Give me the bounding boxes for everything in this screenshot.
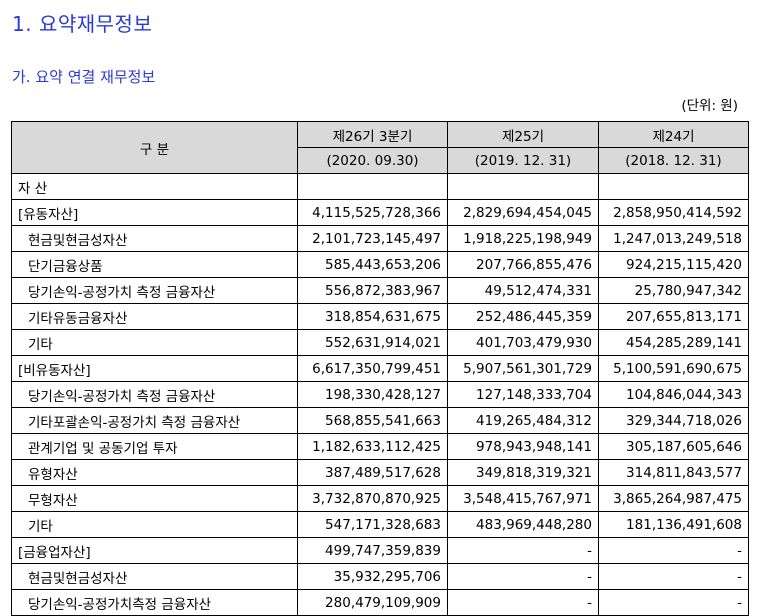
- header-row-periods: 구 분 제26기 3분기 제25기 제24기: [11, 121, 749, 174]
- row-value: [447, 173, 599, 200]
- row-value: 104,846,044,343: [598, 381, 749, 408]
- row-value: 49,512,474,331: [447, 277, 599, 304]
- section-heading: 1. 요약재무정보: [12, 12, 153, 36]
- row-value: 25,780,947,342: [598, 277, 749, 304]
- row-value: 2,101,723,145,497: [297, 225, 448, 252]
- row-label: [유동자산]: [11, 199, 298, 226]
- row-label: 기타: [11, 329, 298, 356]
- row-value: -: [598, 537, 749, 564]
- table-row: 관계기업 및 공동기업 투자 1,182,633,112,425 978,943,9…: [11, 433, 749, 460]
- header-category: 구 분: [11, 121, 298, 174]
- row-label: 기타유동금융자산: [11, 303, 298, 330]
- table-row: 당기손익-공정가치 측정 금융자산 556,872,383,967 49,512,4…: [11, 277, 749, 304]
- row-value: 1,182,633,112,425: [297, 433, 448, 460]
- row-label: 기타: [11, 511, 298, 538]
- table-row: 기타 547,171,328,683 483,969,448,280 181,136,…: [11, 511, 749, 538]
- row-label: 단기금융상품: [11, 251, 298, 278]
- row-value: 314,811,843,577: [598, 459, 749, 486]
- row-label: [금융업자산]: [11, 537, 298, 564]
- table-row: 당기손익-공정가치 측정 금융자산 198,330,428,127 127,148,…: [11, 381, 749, 408]
- row-value: 568,855,541,663: [297, 407, 448, 434]
- row-value: 2,829,694,454,045: [447, 199, 599, 226]
- row-value: [297, 173, 448, 200]
- row-label: 기타포괄손익-공정가치 측정 금융자산: [11, 407, 298, 434]
- row-value: 3,865,264,987,475: [598, 485, 749, 512]
- row-value: 924,215,115,420: [598, 251, 749, 278]
- table-row: [금융업자산] 499,747,359,839- -: [11, 537, 749, 564]
- row-value: 401,703,479,930: [447, 329, 599, 356]
- row-label: [비유동자산]: [11, 355, 298, 382]
- unit-label: (단위: 원): [681, 98, 738, 114]
- row-value: 198,330,428,127: [297, 381, 448, 408]
- row-value: 454,285,289,141: [598, 329, 749, 356]
- row-value: 4,115,525,728,366: [297, 199, 448, 226]
- financial-summary-table: 구 분 제26기 3분기 제25기 제24기 (2020. 09.30) (20…: [11, 121, 749, 616]
- row-value: 305,187,605,646: [598, 433, 749, 460]
- table-row: 무형자산 3,732,870,870,925 3,548,415,767,971 3,…: [11, 485, 749, 512]
- row-value: -: [447, 563, 599, 590]
- row-label: 당기손익-공정가치 측정 금융자산: [11, 277, 298, 304]
- row-value: 6,617,350,799,451: [297, 355, 448, 382]
- row-value: 318,854,631,675: [297, 303, 448, 330]
- row-label: 유형자산: [11, 459, 298, 486]
- row-value: 349,818,319,321: [447, 459, 599, 486]
- table-row: 기타 552,631,914,021 401,703,479,930 454,285,…: [11, 329, 749, 356]
- row-value: 329,344,718,026: [598, 407, 749, 434]
- header-period-date: (2018. 12. 31): [598, 147, 749, 174]
- row-value: 3,732,870,870,925: [297, 485, 448, 512]
- row-value: 5,907,561,301,729: [447, 355, 599, 382]
- row-value: 2,858,950,414,592: [598, 199, 749, 226]
- table-row: 기타유동금융자산 318,854,631,675 252,486,445,359 20…: [11, 303, 749, 330]
- row-value: 252,486,445,359: [447, 303, 599, 330]
- row-value: -: [447, 537, 599, 564]
- table-row: [유동자산] 4,115,525,728,366 2,829,694,454,045…: [11, 199, 749, 226]
- row-value: 556,872,383,967: [297, 277, 448, 304]
- table-row: 단기금융상품 585,443,653,206 207,766,855,476 924,…: [11, 251, 749, 278]
- header-period-name: 제25기: [447, 121, 599, 148]
- row-value: 207,655,813,171: [598, 303, 749, 330]
- table-row: 현금및현금성자산 35,932,295,706- -: [11, 563, 749, 590]
- row-value: 483,969,448,280: [447, 511, 599, 538]
- table-body: 자 산 [유동자산] 4,115,525,728,366 2,829,694,454,…: [11, 173, 749, 616]
- header-period-date: (2020. 09.30): [297, 147, 448, 174]
- table-row: [비유동자산] 6,617,350,799,451 5,907,561,301,72…: [11, 355, 749, 382]
- header-period-name: 제26기 3분기: [297, 121, 448, 148]
- table-row: 유형자산 387,489,517,628 349,818,319,321 314,81…: [11, 459, 749, 486]
- row-label: 자 산: [11, 173, 298, 200]
- row-value: 207,766,855,476: [447, 251, 599, 278]
- row-value: 547,171,328,683: [297, 511, 448, 538]
- row-label: 관계기업 및 공동기업 투자: [11, 433, 298, 460]
- row-label: 무형자산: [11, 485, 298, 512]
- row-label: 현금및현금성자산: [11, 225, 298, 252]
- row-value: 585,443,653,206: [297, 251, 448, 278]
- row-value: -: [447, 589, 599, 616]
- row-value: 181,136,491,608: [598, 511, 749, 538]
- row-value: 280,479,109,909: [297, 589, 448, 616]
- row-value: 419,265,484,312: [447, 407, 599, 434]
- row-value: 499,747,359,839: [297, 537, 448, 564]
- table-row: 당기손익-공정가치측정 금융자산 280,479,109,909- -: [11, 589, 749, 616]
- row-value: 387,489,517,628: [297, 459, 448, 486]
- table-row: 자 산: [11, 173, 749, 200]
- header-row-dates: (2020. 09.30) (2019. 12. 31) (2018. 12. …: [12, 147, 749, 174]
- row-value: 3,548,415,767,971: [447, 485, 599, 512]
- row-value: 5,100,591,690,675: [598, 355, 749, 382]
- row-value: 552,631,914,021: [297, 329, 448, 356]
- row-value: [598, 173, 749, 200]
- row-label: 현금및현금성자산: [11, 563, 298, 590]
- row-value: 1,247,013,249,518: [598, 225, 749, 252]
- row-value: 127,148,333,704: [447, 381, 599, 408]
- row-value: -: [598, 589, 749, 616]
- row-label: 당기손익-공정가치 측정 금융자산: [11, 381, 298, 408]
- table-row: 현금및현금성자산 2,101,723,145,497 1,918,225,198,9…: [11, 225, 749, 252]
- row-value: -: [598, 563, 749, 590]
- header-period-name: 제24기: [598, 121, 749, 148]
- table-row: 기타포괄손익-공정가치 측정 금융자산 568,855,541,663 419,26…: [11, 407, 749, 434]
- row-value: 35,932,295,706: [297, 563, 448, 590]
- header-period-date: (2019. 12. 31): [447, 147, 599, 174]
- row-label: 당기손익-공정가치측정 금융자산: [11, 589, 298, 616]
- row-value: 978,943,948,141: [447, 433, 599, 460]
- row-value: 1,918,225,198,949: [447, 225, 599, 252]
- subsection-heading: 가. 요약 연결 재무정보: [12, 68, 156, 86]
